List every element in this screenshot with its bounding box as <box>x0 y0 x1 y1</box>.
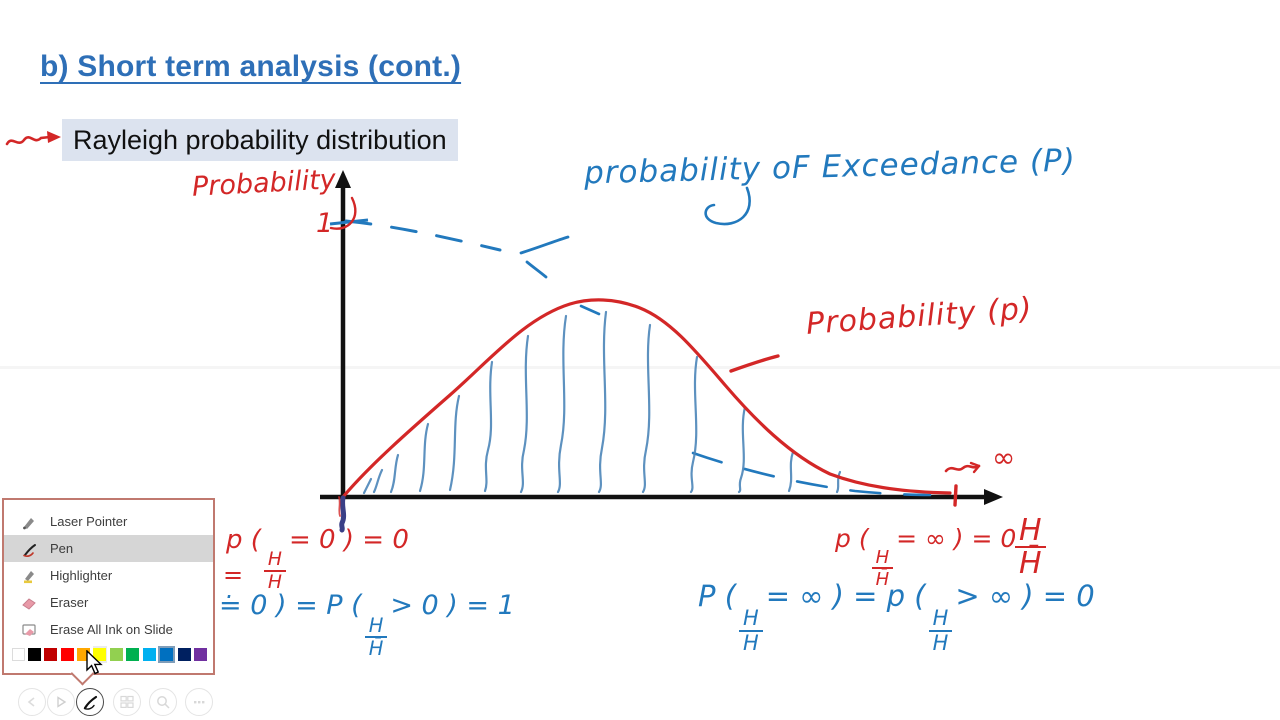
exceedance-label-swoosh <box>704 186 751 226</box>
highlighter-icon <box>20 567 38 585</box>
equation-right-blue: P (H H̄ = ∞ ) = p (H H̄ > ∞ ) = 0 <box>698 579 1095 655</box>
menu-item-highlighter[interactable]: Highlighter <box>4 562 213 589</box>
y-tick-1-label: 1 <box>316 208 334 239</box>
slideshow-toolbar <box>0 686 240 720</box>
infinity-label: ∞ <box>992 441 1016 474</box>
infinity-squiggle-arrow <box>944 461 981 474</box>
mouse-cursor <box>86 650 103 675</box>
axes <box>320 170 1003 505</box>
menu-item-label: Laser Pointer <box>50 514 128 529</box>
exceedance-dashed-curve <box>344 219 932 497</box>
zoom-slide-button[interactable] <box>149 688 177 716</box>
pen-icon <box>83 695 98 710</box>
play-next-icon <box>57 696 67 708</box>
origin-ink-mark <box>338 495 347 533</box>
color-swatch-light-blue[interactable] <box>142 646 156 663</box>
menu-item-label: Erase All Ink on Slide <box>50 622 173 637</box>
y-axis-arrowhead <box>335 170 351 188</box>
color-swatch-white[interactable] <box>11 646 25 663</box>
menu-item-label: Highlighter <box>50 568 113 583</box>
equation-stray-dot: . <box>226 576 234 604</box>
x-axis-label: H H̄ <box>1012 496 1049 579</box>
previous-slide-button[interactable] <box>18 688 46 716</box>
ink-color-palette <box>11 646 208 663</box>
color-swatch-blue-selected[interactable] <box>158 646 176 663</box>
menu-item-label: Eraser <box>50 595 89 610</box>
ink-tools-menu: Laser Pointer Pen Highlighter Eraser Era… <box>2 498 215 686</box>
more-options-button[interactable] <box>185 688 213 716</box>
color-swatch-purple[interactable] <box>194 646 208 663</box>
slides-grid-icon <box>120 695 134 709</box>
highlighted-subtitle: Rayleigh probability distribution <box>62 119 458 161</box>
equation-left-red: p (H H̄ = 0 ) = 0 <box>226 525 409 593</box>
pen-icon <box>20 540 38 558</box>
red-squiggle-arrow <box>5 131 61 146</box>
laser-pointer-icon <box>20 513 38 531</box>
x-axis-red-tick <box>953 484 958 507</box>
erase-all-ink-icon <box>20 621 38 639</box>
pen-tools-button[interactable] <box>76 688 104 716</box>
menu-item-eraser[interactable]: Eraser <box>4 589 213 616</box>
equation-stray-equals: = <box>223 561 244 589</box>
x-axis-arrowhead <box>984 489 1003 505</box>
see-all-slides-button[interactable] <box>113 688 141 716</box>
hatch-lines <box>362 310 842 495</box>
menu-item-label: Pen <box>50 541 74 556</box>
menu-item-pen[interactable]: Pen <box>4 535 213 562</box>
magnifier-icon <box>157 696 170 709</box>
color-swatch-dark-red[interactable] <box>44 646 58 663</box>
menu-item-erase-all[interactable]: Erase All Ink on Slide <box>4 616 213 643</box>
slide-title: b) Short term analysis (cont.) <box>40 50 462 83</box>
color-swatch-black[interactable] <box>27 646 42 663</box>
subtitle-text: Rayleigh probability distribution <box>73 124 447 155</box>
y-axis-label: Probability <box>191 164 337 203</box>
next-slide-button[interactable] <box>47 688 75 716</box>
slide-faint-guideline <box>0 366 1280 369</box>
probability-pointer-line <box>729 354 780 373</box>
equation-left-blue: = 0 ) = P (H H̄ > 0 ) = 1 <box>219 590 515 660</box>
color-swatch-light-green[interactable] <box>109 646 123 663</box>
color-swatch-dark-blue[interactable] <box>177 646 191 663</box>
equation-right-red: p (H H̄ = ∞ ) = 0 <box>835 524 1017 591</box>
chevron-left-icon <box>27 697 35 707</box>
color-swatch-yellow[interactable] <box>92 646 108 663</box>
color-swatch-green[interactable] <box>126 646 140 663</box>
rayleigh-curve <box>341 298 952 499</box>
ellipsis-icon <box>194 701 205 704</box>
color-swatch-red[interactable] <box>60 646 74 663</box>
menu-item-laser-pointer[interactable]: Laser Pointer <box>4 508 213 535</box>
eraser-icon <box>20 594 38 612</box>
y-label-swoosh <box>329 196 357 230</box>
